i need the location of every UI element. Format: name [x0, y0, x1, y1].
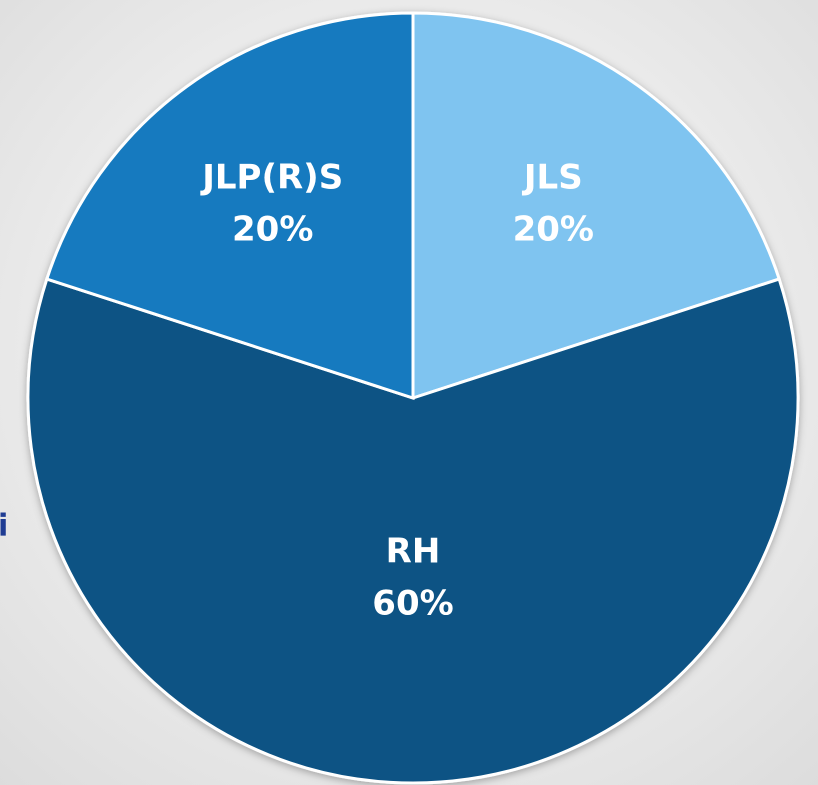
slice-value-label: 60%: [372, 583, 453, 623]
slice-value-label: 20%: [513, 209, 594, 249]
side-text: i: [0, 509, 8, 544]
slice-label: JLP(R)S: [200, 157, 343, 197]
slice-label: JLS: [522, 157, 583, 197]
pie-slice: [44, 11, 415, 401]
pie: [26, 11, 800, 785]
slice-label: RH: [386, 531, 441, 571]
pie-slice: [411, 11, 782, 401]
pie-slice: [26, 277, 800, 785]
slice-value-label: 20%: [232, 209, 313, 249]
